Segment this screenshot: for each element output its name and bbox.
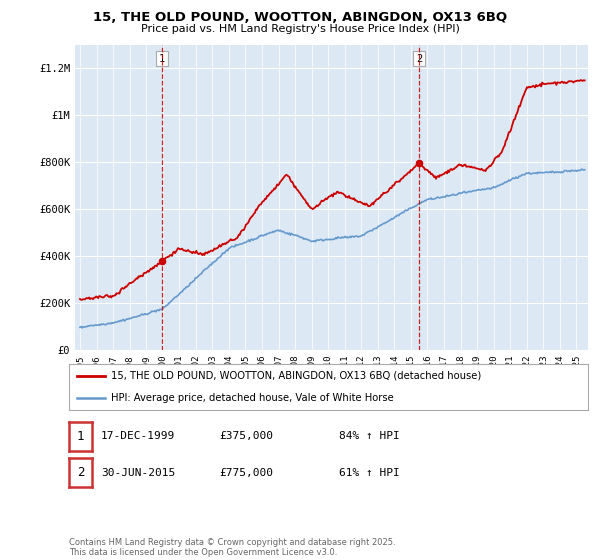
Text: £775,000: £775,000 bbox=[219, 468, 273, 478]
Text: 2: 2 bbox=[416, 54, 422, 64]
Text: 17-DEC-1999: 17-DEC-1999 bbox=[101, 431, 175, 441]
Text: 30-JUN-2015: 30-JUN-2015 bbox=[101, 468, 175, 478]
Text: HPI: Average price, detached house, Vale of White Horse: HPI: Average price, detached house, Vale… bbox=[110, 393, 393, 403]
Text: Contains HM Land Registry data © Crown copyright and database right 2025.
This d: Contains HM Land Registry data © Crown c… bbox=[69, 538, 395, 557]
Text: 61% ↑ HPI: 61% ↑ HPI bbox=[339, 468, 400, 478]
Text: 15, THE OLD POUND, WOOTTON, ABINGDON, OX13 6BQ (detached house): 15, THE OLD POUND, WOOTTON, ABINGDON, OX… bbox=[110, 371, 481, 381]
Text: Price paid vs. HM Land Registry's House Price Index (HPI): Price paid vs. HM Land Registry's House … bbox=[140, 24, 460, 34]
Text: 1: 1 bbox=[159, 54, 165, 64]
Text: 2: 2 bbox=[77, 466, 84, 479]
Text: 15, THE OLD POUND, WOOTTON, ABINGDON, OX13 6BQ: 15, THE OLD POUND, WOOTTON, ABINGDON, OX… bbox=[93, 11, 507, 24]
Text: 84% ↑ HPI: 84% ↑ HPI bbox=[339, 431, 400, 441]
Text: 1: 1 bbox=[77, 430, 84, 443]
Text: £375,000: £375,000 bbox=[219, 431, 273, 441]
